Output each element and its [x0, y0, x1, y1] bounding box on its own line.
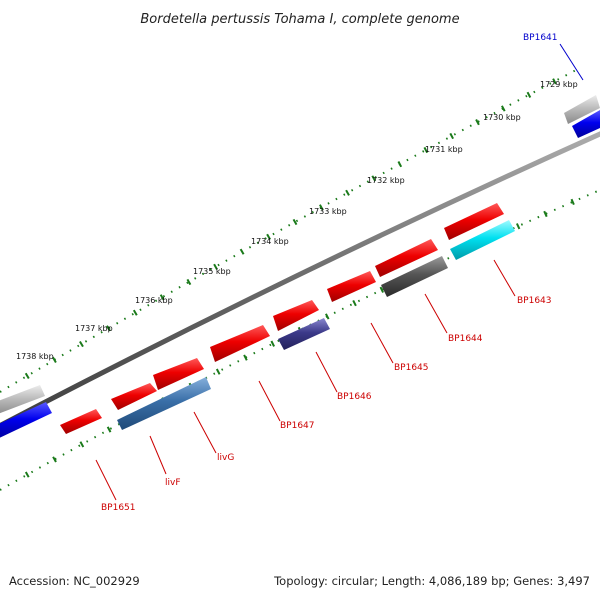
major-tick-outer: [423, 146, 429, 154]
major-tick-inner: [570, 198, 575, 206]
gene-labels: BP1641 BP1643 BP1644 BP1645 BP1646 BP164…: [101, 33, 558, 513]
major-tick-inner: [515, 223, 521, 230]
major-tick-outer: [186, 278, 192, 286]
outer-features: [0, 95, 600, 415]
major-tick-inner: [270, 340, 275, 347]
feature-lightgray-outer-left[interactable]: [0, 385, 45, 415]
tick-labels: 1729 kbp 1730 kbp 1731 kbp 1732 kbp 1733…: [16, 80, 578, 361]
gene-label-bp1651[interactable]: BP1651: [101, 503, 136, 513]
feature-blue-inner-right[interactable]: [572, 110, 600, 138]
major-tick-outer: [213, 263, 218, 270]
leader-bp1646: [315, 351, 338, 393]
feature-red-bp1651[interactable]: [60, 409, 102, 434]
tick-label-1734: 1734 kbp: [251, 237, 289, 246]
gene-label-bp1643[interactable]: BP1643: [517, 296, 552, 306]
feature-red-bp1646[interactable]: [210, 325, 270, 362]
major-tick-outer: [239, 248, 245, 255]
major-tick-outer: [266, 233, 271, 240]
genome-backbone: [0, 131, 600, 429]
major-tick-outer: [292, 218, 298, 226]
major-tick-inner: [243, 354, 248, 361]
major-tick-outer: [371, 175, 377, 182]
leader-livg: [193, 411, 217, 454]
major-tick-outer: [106, 325, 111, 332]
feature-red-bp1645[interactable]: [273, 300, 319, 331]
major-tick-outer: [449, 132, 454, 140]
feature-red-bp1644[interactable]: [327, 271, 376, 302]
major-tick-outer: [159, 294, 165, 301]
feature-red-bp1647b[interactable]: [153, 358, 204, 390]
leader-bp1647: [258, 380, 281, 422]
leader-bp1651: [95, 459, 117, 501]
major-tick-outer: [319, 204, 324, 211]
accession-text: Accession: NC_002929: [9, 574, 140, 588]
major-tick-inner: [24, 471, 30, 478]
major-tick-outer: [475, 119, 480, 126]
major-tick-outer: [24, 372, 30, 380]
tick-label-1737: 1737 kbp: [75, 324, 113, 333]
tick-label-1732: 1732 kbp: [367, 176, 405, 185]
major-tick-inner: [543, 210, 548, 218]
major-tick-inner: [325, 313, 330, 320]
major-tick-inner: [215, 368, 221, 375]
leader-livf: [149, 435, 167, 475]
major-tick-outer: [501, 105, 506, 112]
major-tick-outer: [397, 161, 403, 168]
inner-features: [0, 110, 600, 440]
gene-label-bp1644[interactable]: BP1644: [448, 334, 483, 344]
feature-cyan-bp1643[interactable]: [450, 220, 515, 260]
gene-label-bp1641[interactable]: BP1641: [523, 33, 558, 43]
major-tick-outer: [345, 189, 350, 196]
feature-blue-inner-left[interactable]: [0, 402, 52, 440]
major-ticks: [24, 78, 575, 478]
feature-navy-bp1646[interactable]: [278, 318, 330, 350]
major-tick-inner: [79, 441, 85, 448]
feature-lightgray-outer-right[interactable]: [564, 95, 600, 124]
gene-label-bp1646[interactable]: BP1646: [337, 392, 372, 402]
major-tick-outer: [526, 91, 532, 98]
leader-bp1643: [493, 259, 516, 297]
feature-steelblue-livf-livg[interactable]: [117, 377, 211, 430]
leader-bp1645: [370, 322, 394, 364]
leader-lines: [95, 43, 584, 501]
feature-red-bp1643a[interactable]: [375, 239, 438, 277]
major-tick-outer: [79, 340, 84, 348]
topology-text: Topology: circular; Length: 4,086,189 bp…: [273, 574, 590, 588]
tick-label-1736: 1736 kbp: [135, 296, 173, 305]
major-tick-inner: [379, 286, 385, 293]
feature-gray-bp1644[interactable]: [381, 256, 448, 297]
feature-red-bp1643b[interactable]: [444, 203, 504, 240]
tick-label-1735: 1735 kbp: [193, 267, 231, 276]
map-title: Bordetella pertussis Tohama I, complete …: [140, 12, 459, 27]
major-tick-outer: [552, 78, 557, 85]
gene-label-livg[interactable]: livG: [217, 453, 234, 463]
major-tick-inner: [352, 299, 357, 307]
major-tick-outer: [52, 356, 57, 363]
leader-bp1641: [559, 43, 584, 81]
tick-label-1730: 1730 kbp: [483, 113, 521, 122]
major-tick-inner: [52, 456, 57, 463]
tick-label-1731: 1731 kbp: [425, 145, 463, 154]
gene-label-livf[interactable]: livF: [165, 478, 181, 488]
major-tick-inner: [106, 426, 112, 433]
major-tick-outer: [132, 309, 138, 316]
leader-bp1644: [424, 293, 448, 334]
gene-label-bp1647[interactable]: BP1647: [280, 421, 315, 431]
gene-label-bp1645[interactable]: BP1645: [394, 363, 429, 373]
tick-label-1733: 1733 kbp: [309, 207, 347, 216]
tick-label-1738: 1738 kbp: [16, 352, 54, 361]
feature-red-bp1647a[interactable]: [111, 383, 157, 410]
tick-label-1729: 1729 kbp: [540, 80, 578, 89]
